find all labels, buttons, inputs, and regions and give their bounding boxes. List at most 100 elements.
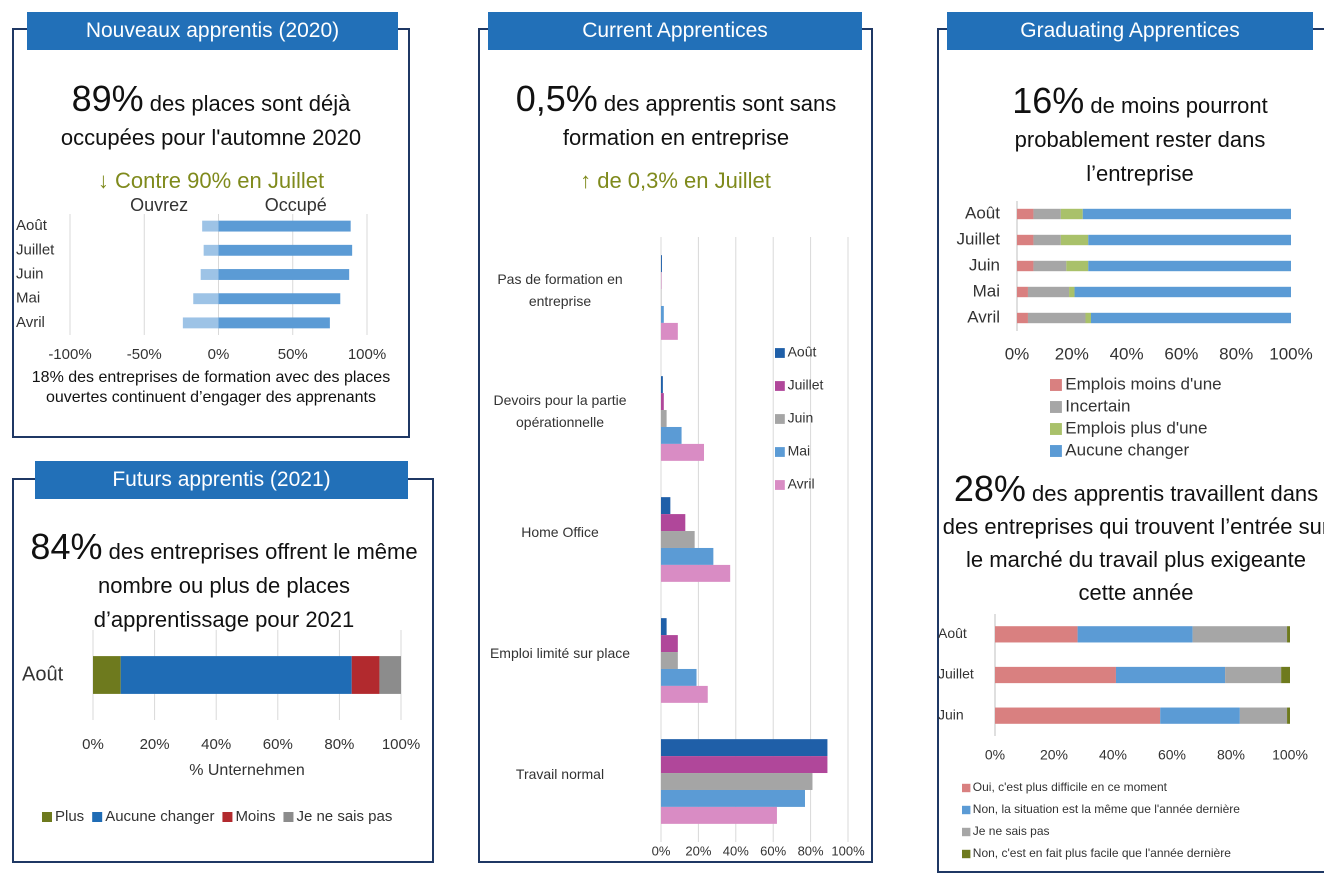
bar [661, 497, 670, 514]
legend-label: Non, c'est en fait plus facile que l'ann… [973, 846, 1231, 860]
x-tick-label: 20% [1040, 747, 1068, 763]
bar [1287, 708, 1290, 724]
bar [1287, 626, 1290, 642]
category-label: Juin [938, 706, 964, 722]
bar [661, 444, 704, 461]
x-tick-label: 100% [831, 843, 865, 858]
bar [661, 393, 664, 410]
bar [1017, 313, 1028, 323]
category-label: Devoirs pour la partie opérationnelle [475, 389, 645, 433]
bar [219, 221, 351, 232]
legend-swatch [1050, 423, 1062, 435]
x-tick-label: 100% [348, 346, 386, 363]
x-tick-label: 40% [1099, 747, 1127, 763]
bar [661, 756, 827, 773]
bar [1017, 287, 1028, 297]
bar [1069, 287, 1074, 297]
bar [379, 656, 401, 694]
bar [1017, 209, 1033, 219]
x-tick-label: 60% [760, 843, 786, 858]
bar [1088, 261, 1291, 271]
category-label: Août [22, 663, 64, 685]
bar [1088, 235, 1291, 245]
bar [202, 221, 218, 232]
bar [121, 656, 352, 694]
legend-swatch [222, 812, 232, 822]
bar [661, 323, 678, 340]
x-tick-label: 100% [1269, 344, 1312, 363]
bar [661, 739, 827, 756]
bar [1017, 261, 1033, 271]
bar [995, 626, 1078, 642]
bar [1066, 261, 1088, 271]
category-label: Avril [967, 307, 1000, 326]
category-label: Emploi limité sur place [475, 642, 645, 664]
legend-swatch [775, 348, 785, 358]
bar [1033, 209, 1060, 219]
legend-swatch [962, 828, 970, 836]
legend-label: Aucune changer [105, 808, 214, 825]
legend-label: Emplois moins d'une [1065, 374, 1221, 393]
legend-label: Août [788, 344, 817, 360]
bar [219, 317, 330, 328]
bar [661, 652, 678, 669]
x-axis-label: % Unternehmen [189, 762, 305, 779]
legend-label: Aucune changer [1065, 440, 1189, 459]
bar [219, 293, 341, 304]
legend-swatch [775, 447, 785, 457]
x-tick-label: 40% [723, 843, 749, 858]
x-tick-label: 100% [382, 736, 420, 753]
bar [661, 565, 730, 582]
category-label: Juillet [957, 229, 1001, 248]
legend-swatch [962, 850, 970, 858]
bar [93, 656, 121, 694]
x-tick-label: 20% [140, 736, 170, 753]
bar [1033, 235, 1060, 245]
bar [1091, 313, 1291, 323]
category-label: Juin [16, 265, 44, 282]
bar [661, 306, 664, 323]
bar [661, 255, 662, 272]
x-tick-label: 0% [208, 346, 230, 363]
bar [219, 269, 350, 280]
legend-swatch [283, 812, 293, 822]
bar [1193, 626, 1287, 642]
bar [661, 773, 812, 790]
legend-label: Je ne sais pas [973, 824, 1050, 838]
bar [219, 245, 353, 256]
legend-label: Ouvrez [130, 195, 188, 215]
legend-label: Emplois plus d'une [1065, 418, 1207, 437]
bar [1225, 667, 1281, 683]
bar [201, 269, 219, 280]
x-tick-label: 20% [685, 843, 711, 858]
bar [193, 293, 218, 304]
bar [1061, 235, 1088, 245]
legend-label: Plus [55, 808, 84, 825]
category-label: Avril [16, 314, 45, 331]
bar [1017, 235, 1033, 245]
legend-label: Occupé [265, 195, 327, 215]
x-tick-label: 40% [201, 736, 231, 753]
category-label: Août [938, 625, 967, 641]
x-tick-label: 0% [82, 736, 104, 753]
legend-label: Moins [235, 808, 275, 825]
legend-label: Juin [788, 410, 814, 426]
legend-label: Avril [788, 476, 815, 492]
bar [352, 656, 380, 694]
x-tick-label: -50% [127, 346, 162, 363]
bar [661, 531, 695, 548]
bar [661, 376, 663, 393]
bar [995, 708, 1160, 724]
bar [1061, 209, 1083, 219]
x-tick-label: 80% [1219, 344, 1253, 363]
category-label: Août [16, 217, 48, 234]
legend-swatch [775, 381, 785, 391]
legend-label: Oui, c'est plus difficile en ce moment [973, 780, 1168, 794]
x-tick-label: 40% [1110, 344, 1144, 363]
bar [661, 686, 708, 703]
legend-swatch [775, 414, 785, 424]
bar [661, 548, 713, 565]
bar [183, 317, 219, 328]
category-label: Août [965, 203, 1000, 222]
